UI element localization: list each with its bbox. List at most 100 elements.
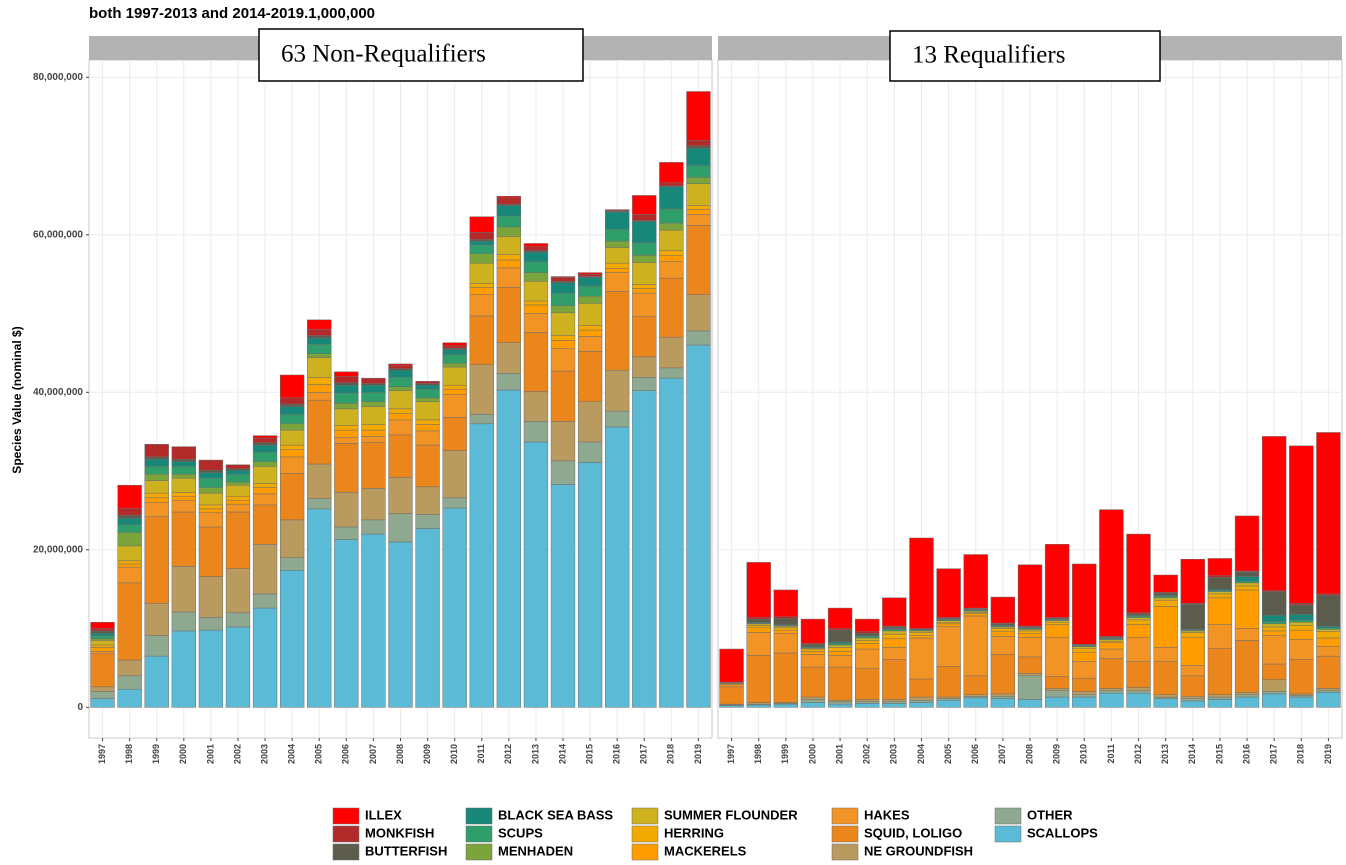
bar-segment xyxy=(388,390,413,410)
bar-segment xyxy=(252,504,278,545)
bar-segment xyxy=(746,625,771,629)
bar-segment xyxy=(1316,655,1341,689)
bar-segment xyxy=(936,699,961,708)
y-tick-label: 60,000,000 xyxy=(33,229,83,240)
bar-segment xyxy=(855,648,880,669)
bar-segment xyxy=(1017,564,1043,627)
bar-segment xyxy=(361,442,386,489)
bar-segment xyxy=(307,508,332,708)
bar-segment xyxy=(307,319,332,330)
bar-segment xyxy=(1126,533,1151,614)
bar-segment xyxy=(90,640,115,646)
bar-segment xyxy=(550,335,576,341)
bar-segment xyxy=(909,635,934,639)
bar-segment xyxy=(361,384,386,393)
bar-segment xyxy=(909,699,934,703)
bar-segment xyxy=(279,397,305,405)
x-tick-label: 2016 xyxy=(1241,744,1251,764)
bar-segment xyxy=(252,442,278,446)
bar-segment xyxy=(1234,576,1260,582)
bar-segment xyxy=(963,554,988,609)
bar-segment xyxy=(855,699,880,703)
bar-segment xyxy=(1072,691,1097,695)
bar-segment xyxy=(1153,574,1178,593)
bar-segment xyxy=(496,287,522,343)
bar-segment xyxy=(632,316,657,358)
bar-segment xyxy=(773,652,799,703)
bar-segment xyxy=(415,444,440,488)
bar-segment xyxy=(252,607,278,708)
bar-segment xyxy=(469,232,494,240)
bar-segment xyxy=(225,511,251,569)
bar-segment xyxy=(415,419,440,425)
bar-segment xyxy=(1180,558,1205,604)
panel-title: 63 Non-Requalifiers xyxy=(281,41,486,68)
bar-segment xyxy=(361,436,386,443)
bar-segment xyxy=(198,477,224,488)
bar-segment xyxy=(909,537,934,629)
legend-label: SUMMER FLOUNDER xyxy=(664,807,798,822)
bar-segment xyxy=(171,496,196,501)
bar-segment xyxy=(442,366,467,386)
legend-key xyxy=(332,825,360,843)
bar-segment xyxy=(496,259,522,269)
bar-segment xyxy=(442,345,467,349)
bar-segment xyxy=(442,497,467,509)
bar-segment xyxy=(144,502,169,517)
bar-segment xyxy=(171,492,196,497)
bar-segment xyxy=(307,377,332,385)
bar-segment xyxy=(882,659,907,700)
bar-segment xyxy=(171,566,196,613)
bar-segment xyxy=(90,691,115,699)
bar-segment xyxy=(577,336,603,352)
bar-segment xyxy=(1234,696,1260,708)
bar-segment xyxy=(469,240,494,246)
bar-segment xyxy=(171,499,196,513)
bar-segment xyxy=(800,618,826,644)
bar-segment xyxy=(523,272,549,282)
bar-segment xyxy=(225,612,251,628)
bar-segment xyxy=(334,539,359,708)
bar-segment xyxy=(1044,688,1070,692)
bar-segment xyxy=(686,183,711,206)
bar-segment xyxy=(1316,646,1341,657)
bar-segment xyxy=(361,424,386,431)
bar-segment xyxy=(855,633,880,636)
x-tick-label: 2014 xyxy=(557,744,567,764)
bar-segment xyxy=(1316,637,1341,647)
bar-segment xyxy=(307,353,332,358)
bar-segment xyxy=(990,628,1016,632)
bar-segment xyxy=(469,262,494,284)
bar-segment xyxy=(686,294,711,332)
bar-segment xyxy=(855,640,880,644)
bar-segment xyxy=(773,627,799,631)
y-axis-label: Species Value (nominal $) xyxy=(10,326,24,473)
bar-segment xyxy=(800,644,826,647)
bar-segment xyxy=(279,519,305,558)
bar-segment xyxy=(686,205,711,210)
bar-segment xyxy=(773,589,799,617)
x-tick-label: 2010 xyxy=(449,744,459,764)
bar-segment xyxy=(198,492,224,506)
bar-segment xyxy=(963,675,988,695)
bar-segment xyxy=(1234,628,1260,641)
bar-segment xyxy=(659,336,684,369)
bar-segment xyxy=(1289,639,1314,660)
bar-segment xyxy=(577,441,603,463)
bar-segment xyxy=(171,466,196,475)
bar-segment xyxy=(469,216,494,233)
legend-key xyxy=(994,825,1022,843)
bar-segment xyxy=(496,215,522,228)
bar-segment xyxy=(1207,558,1233,577)
bar-segment xyxy=(990,631,1016,637)
bar-segment xyxy=(225,484,251,497)
bar-segment xyxy=(605,209,630,211)
bar-segment xyxy=(225,496,251,501)
bar-segment xyxy=(577,277,603,287)
bar-segment xyxy=(252,437,278,443)
bar-segment xyxy=(1180,603,1205,630)
bar-segment xyxy=(1316,595,1341,627)
bar-segment xyxy=(144,603,169,636)
bar-segment xyxy=(773,618,799,625)
x-tick-label: 2012 xyxy=(1133,744,1143,764)
